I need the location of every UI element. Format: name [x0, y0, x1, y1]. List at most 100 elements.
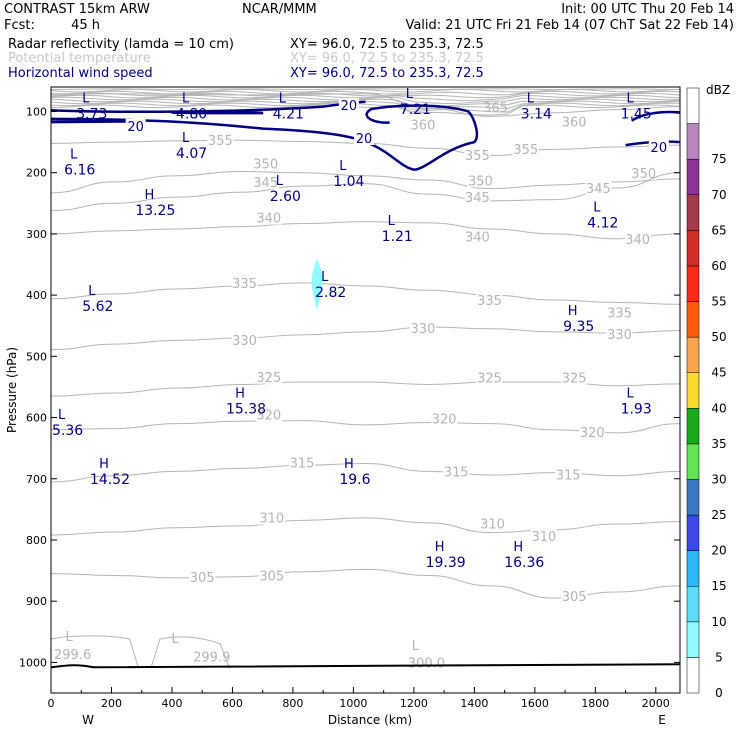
- theta-contour-stratosphere: [50, 88, 681, 93]
- theta-contour-stratosphere: [50, 98, 681, 107]
- extremum-marker-high: H: [513, 540, 523, 555]
- valid-time: Valid: 21 UTC Fri 21 Feb 14 (07 ChT Sat …: [405, 18, 734, 33]
- theta-label-bg: [231, 333, 258, 348]
- x-axis-west: W: [82, 713, 94, 727]
- theta-label-bg: [207, 132, 234, 147]
- y-axis-title: Pressure (hPa): [5, 347, 19, 433]
- theta-label-bg: [464, 189, 491, 204]
- extremum-marker-high: H: [99, 457, 109, 472]
- colorbar-swatch: [686, 336, 700, 373]
- terrain-line: [50, 663, 681, 669]
- extremum-marker-low: L: [182, 91, 190, 106]
- extremum-value: 5.36: [52, 423, 83, 439]
- y-tick-label: 800: [26, 534, 47, 547]
- theta-contour-310: [50, 517, 681, 536]
- y-tick-label: 700: [26, 473, 47, 486]
- theta-contour-stratosphere: [50, 102, 681, 113]
- x-tick-label: 600: [222, 697, 243, 710]
- extremum-value: 3.14: [521, 106, 552, 122]
- x-tick-label: 200: [101, 697, 122, 710]
- theta-label-bg: [624, 232, 651, 247]
- colorbar-swatch: [686, 230, 700, 267]
- theta-label-bg: [252, 156, 279, 171]
- extremum-value: 2.82: [315, 285, 346, 301]
- theta-label: 335: [232, 277, 257, 292]
- extremum-value: 2.60: [270, 189, 301, 205]
- extremum-value: 5.62: [82, 299, 113, 315]
- extremum-marker-low: L: [339, 159, 347, 174]
- x-tick-label: 1200: [400, 697, 428, 710]
- extremum-value: 14.52: [90, 472, 130, 488]
- theta-label: 355: [208, 134, 233, 149]
- extremum-marker-low: L: [321, 270, 329, 285]
- theta-contour-345: [50, 172, 681, 212]
- theta-label: 330: [232, 334, 257, 349]
- extremum-value: 1.45: [621, 106, 652, 122]
- colorbar-label: 15: [711, 579, 726, 593]
- theta-label-bg: [479, 516, 506, 531]
- theta-label: 325: [256, 371, 281, 386]
- extremum-value: 13.25: [135, 203, 175, 219]
- theta-label: 330: [607, 328, 632, 343]
- field-name-reflectivity: Radar reflectivity (lamda = 10 cm): [8, 37, 234, 52]
- colorbar-swatch: [686, 621, 700, 658]
- colorbar-swatch: [686, 158, 700, 196]
- extremum-value: 4.12: [587, 215, 618, 231]
- colorbar-swatch: [686, 479, 700, 516]
- theta-label: 355: [513, 143, 538, 158]
- theta-label: 340: [625, 233, 650, 248]
- theta-label: 335: [477, 294, 502, 309]
- extremum-marker-high: H: [235, 386, 245, 401]
- extremum-marker-low: L: [82, 91, 90, 106]
- theta-label: 315: [556, 469, 581, 484]
- surface-theta-label: 299.9: [193, 650, 230, 665]
- theta-label: 310: [480, 518, 505, 533]
- model-title: CONTRAST 15km ARW: [4, 2, 150, 17]
- theta-label-bg: [561, 588, 588, 603]
- x-axis-east: E: [658, 713, 666, 727]
- extremum-value: 19.6: [339, 472, 370, 488]
- extremum-marker-high: H: [144, 188, 154, 203]
- theta-label-bg: [579, 424, 606, 439]
- y-tick-label: 600: [26, 412, 47, 425]
- colorbar-label: 60: [711, 259, 726, 273]
- surface-low-marker: L: [66, 630, 74, 645]
- theta-label: 305: [190, 571, 215, 586]
- colorbar-swatch: [686, 550, 700, 587]
- extremum-marker-low: L: [627, 386, 635, 401]
- field-xy-theta: XY= 96.0, 72.5 to 235.3, 72.5: [290, 51, 484, 66]
- colorbar-label: 30: [711, 472, 726, 486]
- y-tick-label: 900: [26, 595, 47, 608]
- theta-label: 360: [411, 119, 436, 134]
- theta-contour-stratosphere: [50, 96, 681, 104]
- theta-label: 335: [607, 306, 632, 321]
- colorbar-label: 5: [715, 650, 723, 664]
- theta-label-bg: [231, 276, 258, 291]
- extremum-marker-low: L: [388, 214, 396, 229]
- theta-label: 340: [256, 212, 281, 227]
- colorbar-swatch: [686, 514, 700, 551]
- theta-label: 310: [532, 530, 557, 545]
- wind-contour-label: 20: [341, 99, 358, 114]
- surface-theta-label: 300.0: [408, 657, 445, 672]
- extremum-value: 7.21: [400, 102, 431, 118]
- theta-label: 355: [465, 149, 490, 164]
- x-tick-label: 2000: [642, 697, 670, 710]
- wind-core: [171, 110, 264, 115]
- colorbar-label: 25: [711, 508, 726, 522]
- extremum-value: 19.39: [426, 555, 466, 571]
- colorbar-swatch: [686, 265, 700, 302]
- theta-label-bg: [476, 370, 503, 385]
- extremum-marker-low: L: [58, 408, 66, 423]
- reflectivity-cells: [311, 258, 323, 311]
- theta-label-bg: [561, 370, 588, 385]
- colorbar-swatch: [686, 123, 700, 160]
- theta-label-bg: [258, 510, 285, 525]
- theta-label-bg: [288, 455, 315, 470]
- extremum-value: 4.07: [176, 146, 207, 162]
- field-xy-wind: XY= 96.0, 72.5 to 235.3, 72.5: [290, 66, 484, 81]
- theta-contour-320: [50, 420, 681, 434]
- reflectivity-cell: [311, 258, 323, 311]
- theta-contour-stratosphere: [50, 92, 681, 99]
